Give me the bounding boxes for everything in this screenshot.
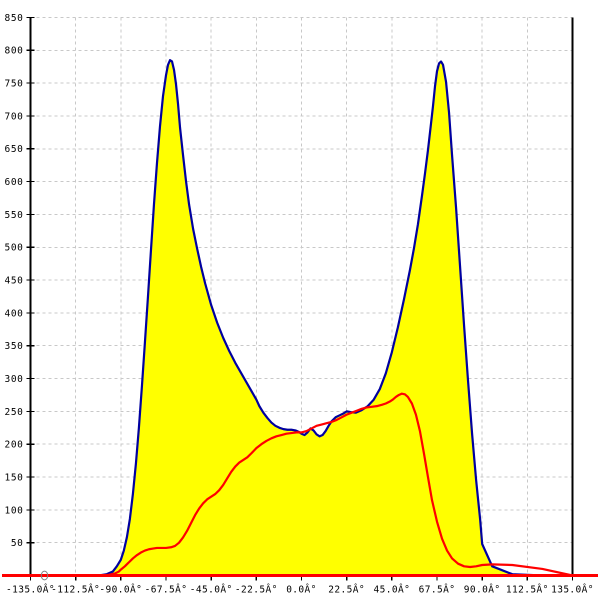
y-axis-tick-labels: 50 100 150 200 250 300 350 400 450 500 550 600 650 70… <box>5 13 24 549</box>
x-axis-tick-label: 22.5Â° <box>328 584 365 596</box>
series-primary-line <box>29 59 574 577</box>
series-secondary-line <box>29 392 574 577</box>
y-axis-tick-label: 450 <box>5 275 24 286</box>
x-axis-tick-label: -135.0Â° <box>6 584 55 596</box>
x-axis-tick-label: -112.5Â° <box>51 584 100 596</box>
x-axis-tick-label: -90.0Â° <box>99 584 142 596</box>
x-axis-tick-label: -45.0Â° <box>190 584 233 596</box>
y-axis-tick-label: 300 <box>5 374 24 385</box>
x-axis-tick-labels: -135.0Â°-112.5Â° -90.0Â° -67.5Â° -45.0Â° -22… <box>6 584 594 596</box>
y-axis-tick-label: 150 <box>5 472 24 483</box>
x-axis-tick-label: -67.5Â° <box>145 584 188 596</box>
y-axis-tick-label: 100 <box>5 505 24 516</box>
x-axis-tick-label: 45.0Â° <box>373 584 410 596</box>
y-axis-tick-label: 600 <box>5 177 24 188</box>
y-axis-tick-label: 850 <box>5 13 24 24</box>
x-axis-tick-label: -22.5Â° <box>235 584 278 596</box>
y-axis-tick-label: 50 <box>11 538 24 549</box>
y-axis-tick-label: 200 <box>5 440 24 451</box>
y-axis-tick-label: 650 <box>5 144 24 155</box>
y-axis-tick-label: 350 <box>5 341 24 352</box>
x-axis-tick-label: 67.5Â° <box>419 584 456 596</box>
y-axis-tick-label: 750 <box>5 79 24 90</box>
x-axis-tick-label: 112.5Â° <box>506 584 549 596</box>
y-axis-tick-label: 800 <box>5 46 24 57</box>
y-axis-tick-label: 700 <box>5 111 24 122</box>
series-primary-area <box>30 60 573 576</box>
x-axis-tick-label: 0.0Â° <box>286 584 317 596</box>
x-axis-tick-label: 90.0Â° <box>464 584 501 596</box>
axes <box>2 16 598 581</box>
y-axis-tick-label: 250 <box>5 407 24 418</box>
y-axis-tick-label: 400 <box>5 308 24 319</box>
y-axis-tick-label: 500 <box>5 243 24 254</box>
x-axis-tick-label: 135.0Â° <box>551 584 594 596</box>
y-axis-tick-label: 550 <box>5 210 24 221</box>
